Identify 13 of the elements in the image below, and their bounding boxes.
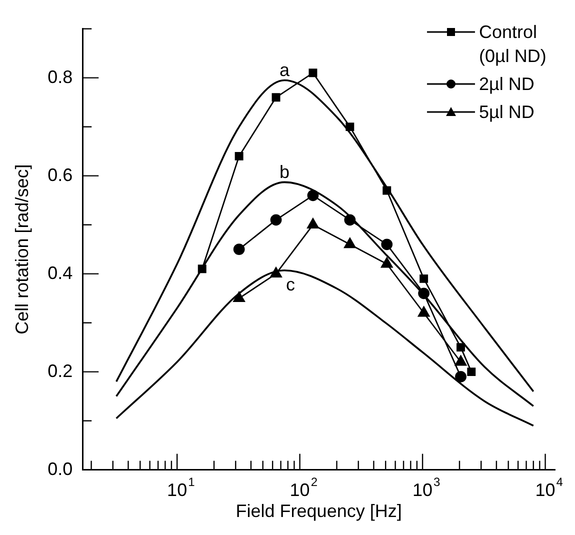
series-label: b [279,162,290,182]
y-tick-label: 0.2 [48,360,73,381]
y-tick-label: 0.4 [48,262,73,283]
y-axis-title: Cell rotation [rad/sec] [12,164,32,334]
y-tick-label: 0.6 [48,164,73,185]
legend-label: 5µl ND [479,101,536,124]
legend-label: 2µl ND [479,73,536,96]
legend-label: Control (0µl ND) [479,21,548,68]
y-tick-label: 0.8 [48,66,73,87]
y-tick-label: 0.0 [48,458,73,479]
series-label: a [279,60,290,80]
x-axis-title: Field Frequency [Hz] [236,501,402,522]
series-label: c [286,274,295,294]
